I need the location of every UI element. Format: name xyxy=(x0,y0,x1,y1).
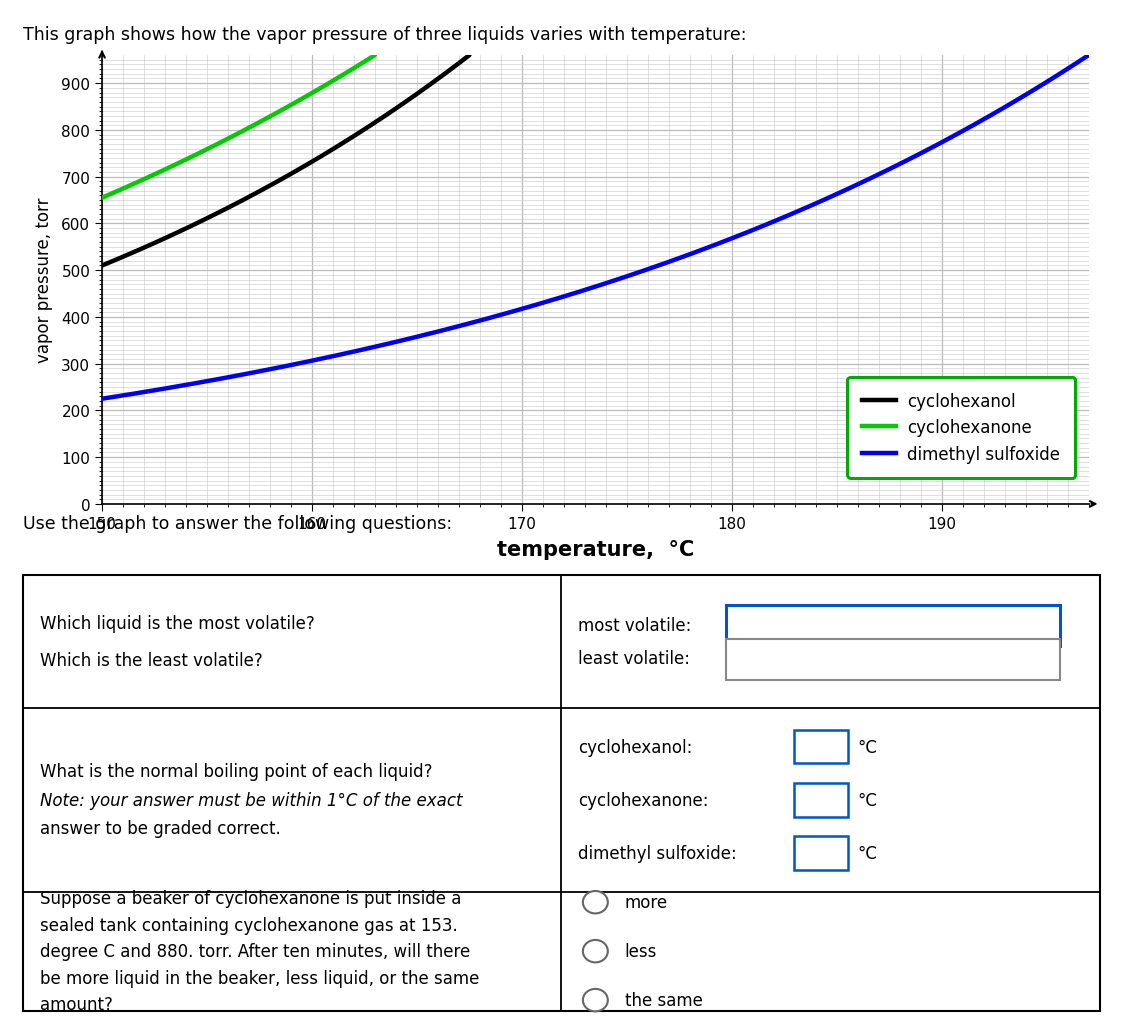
Text: ✔: ✔ xyxy=(1040,652,1052,667)
Text: most volatile:: most volatile: xyxy=(578,616,692,634)
Legend: cyclohexanol, cyclohexanone, dimethyl sulfoxide: cyclohexanol, cyclohexanone, dimethyl su… xyxy=(847,378,1075,478)
Text: ✔: ✔ xyxy=(1040,619,1052,634)
Text: choose one: choose one xyxy=(739,652,831,667)
Text: Use the graph to answer the following questions:: Use the graph to answer the following qu… xyxy=(23,515,451,533)
Text: the same: the same xyxy=(625,991,703,1009)
Text: sealed tank containing cyclohexanone gas at 153.: sealed tank containing cyclohexanone gas… xyxy=(40,916,457,933)
Text: more: more xyxy=(625,894,668,911)
Text: cyclohexanone:: cyclohexanone: xyxy=(578,791,709,809)
Text: Which is the least volatile?: Which is the least volatile? xyxy=(40,651,262,669)
Text: °C: °C xyxy=(857,738,878,756)
Text: Which liquid is the most volatile?: Which liquid is the most volatile? xyxy=(40,614,314,633)
Text: cyclohexanol:: cyclohexanol: xyxy=(578,738,693,756)
Text: °C: °C xyxy=(857,791,878,809)
Text: Suppose a beaker of cyclohexanone is put inside a: Suppose a beaker of cyclohexanone is put… xyxy=(40,890,462,907)
Text: be more liquid in the beaker, less liquid, or the same: be more liquid in the beaker, less liqui… xyxy=(40,969,479,986)
X-axis label: temperature,  °C: temperature, °C xyxy=(497,539,694,559)
Text: degree C and 880. torr. After ten minutes, will there: degree C and 880. torr. After ten minute… xyxy=(40,943,469,960)
Text: answer to be graded correct.: answer to be graded correct. xyxy=(40,819,280,838)
Text: °C: °C xyxy=(857,844,878,862)
Y-axis label: vapor pressure, torr: vapor pressure, torr xyxy=(35,198,53,363)
Text: Note: your answer must be within 1°C of the exact: Note: your answer must be within 1°C of … xyxy=(40,791,463,809)
Text: least volatile:: least volatile: xyxy=(578,650,691,667)
Text: less: less xyxy=(625,943,658,960)
Text: dimethyl sulfoxide:: dimethyl sulfoxide: xyxy=(578,844,737,862)
Text: choose one: choose one xyxy=(739,619,831,634)
Text: This graph shows how the vapor pressure of three liquids varies with temperature: This graph shows how the vapor pressure … xyxy=(23,25,746,44)
Text: What is the normal boiling point of each liquid?: What is the normal boiling point of each… xyxy=(40,762,432,781)
Text: amount?: amount? xyxy=(40,996,112,1013)
